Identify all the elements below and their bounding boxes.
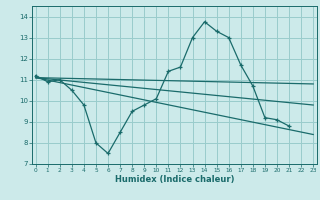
X-axis label: Humidex (Indice chaleur): Humidex (Indice chaleur) [115,175,234,184]
